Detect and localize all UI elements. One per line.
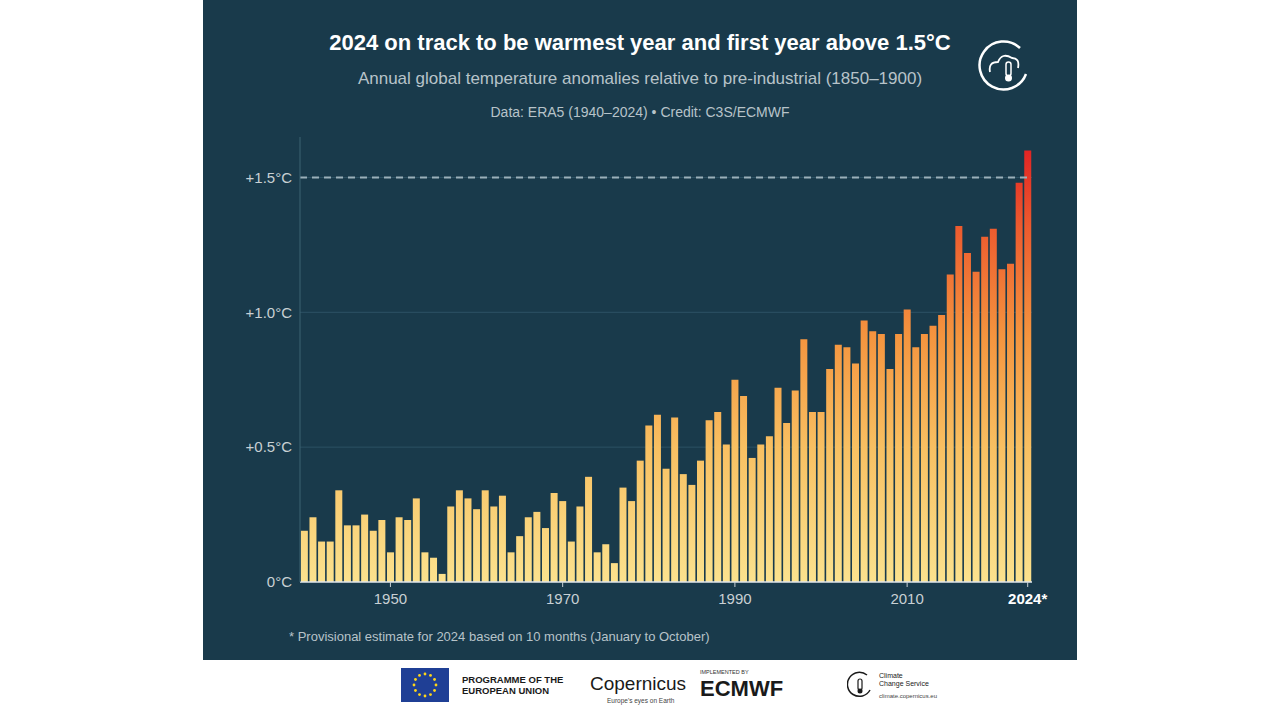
svg-text:1950: 1950 [374,590,407,607]
html-text:Europe's eyes on Earth: Europe's eyes on Earth [607,697,675,704]
html-text:Change Service: Change Service [879,680,929,687]
svg-text:0°C: 0°C [267,573,292,590]
svg-text:+1.5°C: +1.5°C [246,169,293,186]
svg-text:2024*: 2024* [1008,590,1047,607]
html-text:EUROPEAN UNION: EUROPEAN UNION [462,685,550,696]
html-text:PROGRAMME OF THE: PROGRAMME OF THE [462,674,564,685]
html-text:Annual global temperature anom: Annual global temperature anomalies rela… [357,69,923,88]
svg-text:+0.5°C: +0.5°C [246,438,293,455]
html-text:Copernicus: Copernicus [590,673,687,694]
html-text:Climate: Climate [879,672,903,679]
svg-text:1970: 1970 [546,590,579,607]
html-text:* Provisional estimate for 202: * Provisional estimate for 2024 based on… [289,629,710,644]
svg-text:1990: 1990 [718,590,751,607]
html-text:2024 on track to be warmest ye: 2024 on track to be warmest year and fir… [329,30,951,55]
html-text:ECMWF: ECMWF [700,676,784,701]
html-text:IMPLEMENTED BY: IMPLEMENTED BY [700,669,749,675]
svg-text:+1.0°C: +1.0°C [246,304,293,321]
svg-text:2010: 2010 [890,590,923,607]
html-text:Data: ERA5 (1940–2024) • Credi: Data: ERA5 (1940–2024) • Credit: C3S/ECM… [490,104,790,120]
html-text:climate.copernicus.eu: climate.copernicus.eu [879,693,937,699]
